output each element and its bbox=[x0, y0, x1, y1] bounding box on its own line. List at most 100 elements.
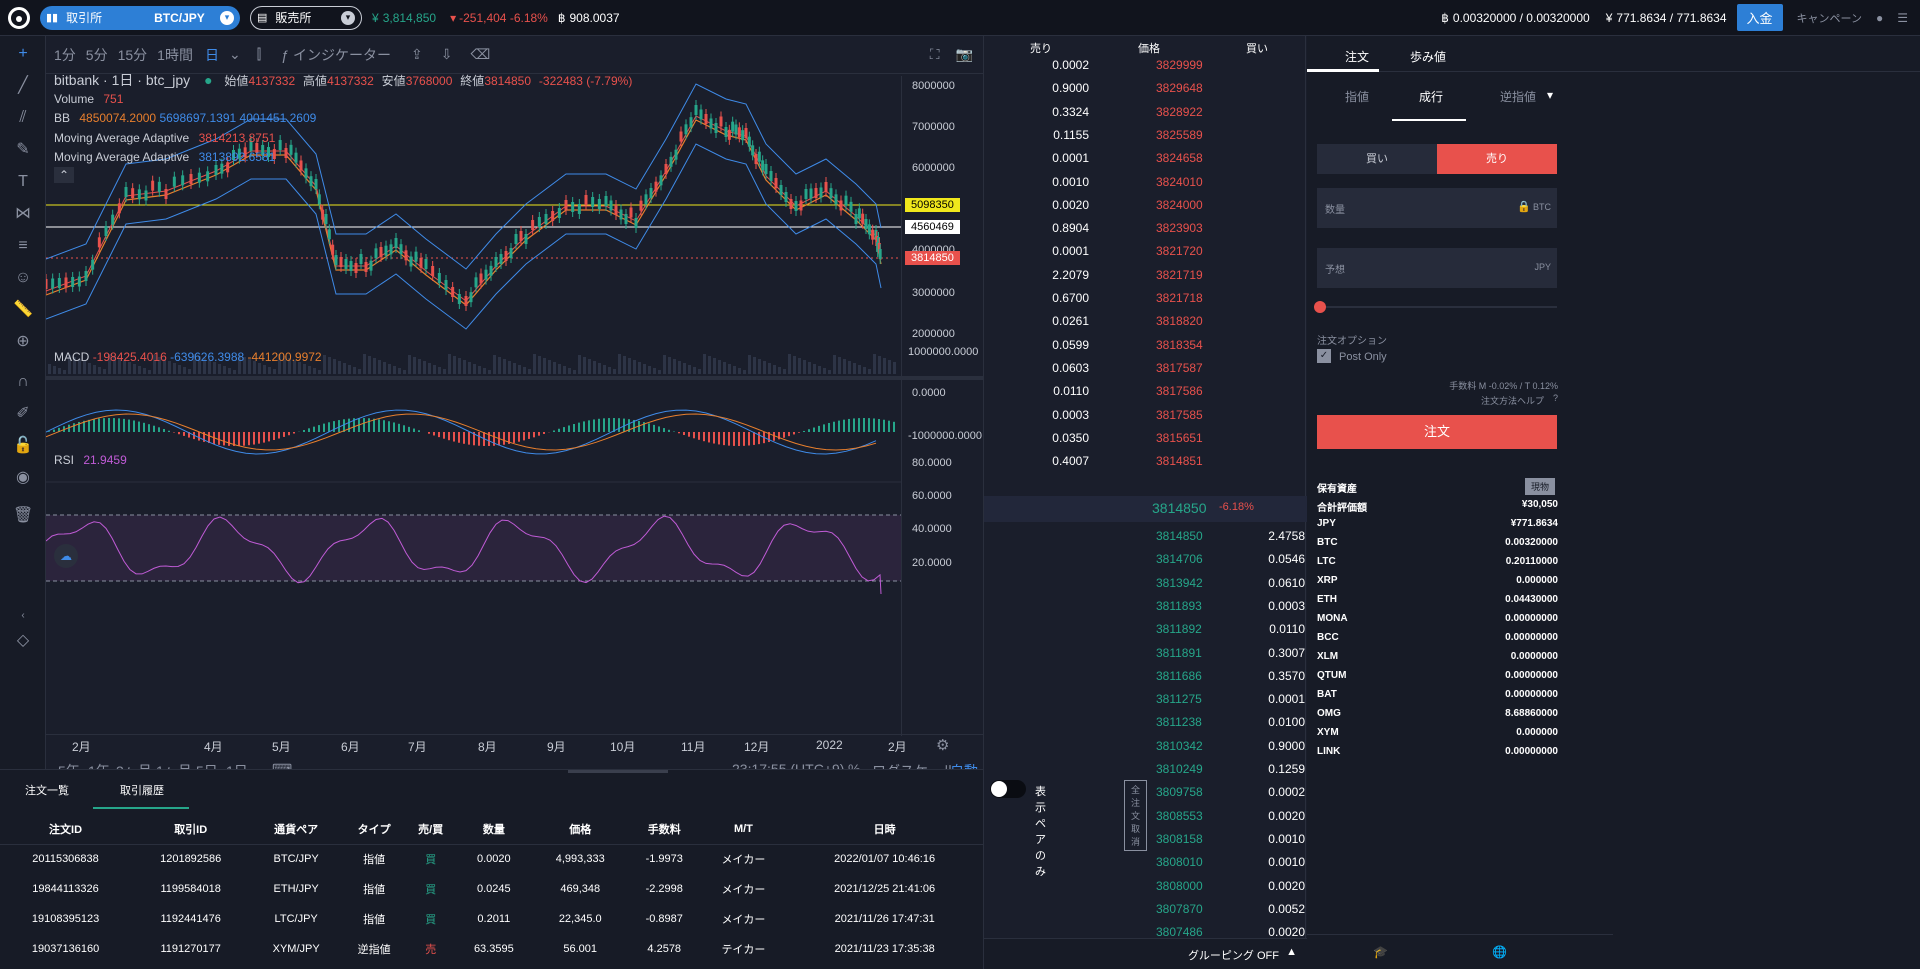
ask-row[interactable]: 0.4007 3814851 bbox=[984, 454, 1307, 477]
zoom-in-icon[interactable]: ⊕ bbox=[16, 333, 30, 350]
bid-row[interactable]: 3813942 0.0610 bbox=[984, 576, 1307, 599]
user-icon[interactable]: ● bbox=[1875, 10, 1884, 25]
layers-icon[interactable]: ◇ bbox=[16, 632, 30, 649]
estimate-field[interactable]: 予想 JPY bbox=[1317, 248, 1557, 288]
tab-orders[interactable]: 注文一覧 bbox=[25, 785, 69, 797]
post-only-checkbox[interactable]: ✓ bbox=[1317, 349, 1331, 363]
type-stop[interactable]: 逆指値 bbox=[1500, 90, 1537, 104]
ask-row[interactable]: 0.0010 3824010 bbox=[984, 175, 1307, 198]
pattern-icon[interactable]: ⋈ bbox=[15, 205, 31, 222]
deposit-button[interactable]: 入金 bbox=[1736, 4, 1783, 31]
collapse-legend-button[interactable]: ⌃ bbox=[54, 167, 74, 183]
globe-icon[interactable]: 🌐 bbox=[1492, 945, 1507, 959]
bid-row[interactable]: 3811275 0.0001 bbox=[984, 692, 1307, 715]
bid-row[interactable]: 3807870 0.0052 bbox=[984, 902, 1307, 925]
tab-history[interactable]: 取引履歴 bbox=[120, 785, 164, 797]
order-help-link[interactable]: 注文方法ヘルプ bbox=[1480, 396, 1544, 406]
menu-icon[interactable]: ☰ bbox=[1897, 10, 1908, 25]
crosshair-icon[interactable]: + bbox=[18, 45, 28, 62]
camera-icon[interactable]: 📷 bbox=[955, 46, 973, 62]
bid-row[interactable]: 3811893 0.0003 bbox=[984, 599, 1307, 622]
ask-row[interactable]: 0.3324 3828922 bbox=[984, 105, 1307, 128]
chevron-down-icon[interactable]: ⌄ bbox=[228, 46, 241, 62]
candle-type-icon[interactable]: ⫿ bbox=[256, 46, 262, 62]
collapse-arrow-icon[interactable]: ‹ bbox=[21, 610, 25, 621]
trend-line-icon[interactable]: ╱ bbox=[18, 77, 28, 94]
exchange-selector[interactable]: ▮▮ 取引所 BTC/JPY ▾ bbox=[40, 5, 240, 30]
ask-row[interactable]: 0.9000 3829648 bbox=[984, 81, 1307, 104]
interval-15m[interactable]: 15分 bbox=[117, 46, 148, 63]
amount-slider[interactable] bbox=[1314, 301, 1557, 313]
bid-row[interactable]: 3810342 0.9000 bbox=[984, 739, 1307, 762]
ask-row[interactable]: 0.0599 3818354 bbox=[984, 338, 1307, 361]
ask-row[interactable]: 0.0001 3821720 bbox=[984, 244, 1307, 267]
ask-row[interactable]: 0.0110 3817586 bbox=[984, 384, 1307, 407]
fib-icon[interactable]: ≡ bbox=[18, 237, 28, 254]
ask-row[interactable]: 0.0603 3817587 bbox=[984, 361, 1307, 384]
help-icon[interactable]: ? bbox=[1552, 393, 1558, 403]
type-market[interactable]: 成行 bbox=[1419, 90, 1444, 104]
campaign-link[interactable]: キャンペーン bbox=[1796, 12, 1862, 25]
bid-row[interactable]: 3811892 0.0110 bbox=[984, 622, 1307, 645]
upload-icon[interactable]: ⇪ bbox=[410, 46, 423, 62]
interval-1d[interactable]: 日 bbox=[204, 46, 219, 63]
history-row[interactable]: 19108395123 1192441476 LTC/JPY 指値 買 0.2011 22,… bbox=[0, 904, 983, 934]
school-icon[interactable]: 🎓 bbox=[1373, 945, 1388, 959]
interval-5m[interactable]: 5分 bbox=[85, 46, 108, 63]
bid-row[interactable]: 3814706 0.0546 bbox=[984, 552, 1307, 575]
caret-down-icon[interactable]: ▾ bbox=[1547, 88, 1554, 102]
sales-selector[interactable]: ▤ 販売所 ▾ bbox=[250, 5, 362, 30]
spot-badge[interactable]: 現物 bbox=[1525, 478, 1556, 495]
ask-row[interactable]: 2.2079 3821719 bbox=[984, 268, 1307, 291]
lock-icon[interactable]: 🔓 bbox=[13, 437, 33, 454]
text-icon[interactable]: T bbox=[18, 173, 28, 190]
bitbank-logo[interactable] bbox=[8, 6, 30, 29]
bid-row[interactable]: 3808000 0.0020 bbox=[984, 879, 1307, 902]
bid-row[interactable]: 3807486 0.0020 bbox=[984, 925, 1307, 939]
ask-row[interactable]: 0.0020 3824000 bbox=[984, 198, 1307, 221]
buy-button[interactable]: 買い bbox=[1317, 144, 1437, 174]
download-icon[interactable]: ⇩ bbox=[440, 46, 453, 62]
slider-handle[interactable] bbox=[1314, 301, 1326, 313]
eraser-icon[interactable]: ⌫ bbox=[470, 46, 491, 62]
cancel-all-button[interactable]: 全注文取消 bbox=[1124, 780, 1148, 851]
ask-row[interactable]: 0.0350 3815651 bbox=[984, 431, 1307, 454]
price-chart[interactable] bbox=[46, 74, 983, 734]
type-limit[interactable]: 指値 bbox=[1345, 90, 1370, 104]
trash-icon[interactable]: 🗑 bbox=[13, 507, 34, 524]
eye-icon[interactable]: ◉ bbox=[16, 469, 30, 486]
ask-row[interactable]: 0.8904 3823903 bbox=[984, 221, 1307, 244]
magnet-icon[interactable]: ∩ bbox=[17, 373, 29, 390]
bid-row[interactable]: 3814850 2.4758 bbox=[984, 529, 1307, 552]
bid-row[interactable]: 3808010 0.0010 bbox=[984, 855, 1307, 878]
bid-row[interactable]: 3808158 0.0010 bbox=[984, 832, 1307, 855]
bid-row[interactable]: 3811686 0.3570 bbox=[984, 669, 1307, 692]
resize-handle[interactable] bbox=[568, 770, 668, 773]
ask-row[interactable]: 0.0002 3829999 bbox=[984, 58, 1307, 81]
ask-row[interactable]: 0.0001 3824658 bbox=[984, 151, 1307, 174]
indicator-button[interactable]: インジケーター bbox=[292, 46, 391, 63]
fullscreen-icon[interactable]: ⛶ bbox=[929, 46, 940, 62]
interval-1h[interactable]: 1時間 bbox=[157, 46, 193, 63]
bid-row[interactable]: 3809758 0.0002 bbox=[984, 785, 1307, 808]
function-icon[interactable]: ƒ bbox=[281, 46, 289, 63]
quantity-field[interactable]: 数量 🔒 BTC bbox=[1317, 188, 1557, 228]
tab-walk[interactable]: 歩み値 bbox=[1410, 50, 1447, 64]
brush-icon[interactable]: ✎ bbox=[16, 141, 30, 158]
sell-button[interactable]: 売り bbox=[1437, 144, 1557, 174]
ask-row[interactable]: 0.0003 3817585 bbox=[984, 408, 1307, 431]
smiley-icon[interactable]: ☺ bbox=[14, 269, 32, 286]
ask-row[interactable]: 0.0261 3818820 bbox=[984, 314, 1307, 337]
history-row[interactable]: 19844113326 1199584018 ETH/JPY 指値 買 0.0245 469… bbox=[0, 874, 983, 904]
tab-order[interactable]: 注文 bbox=[1345, 50, 1370, 64]
pair-only-toggle[interactable] bbox=[990, 780, 1026, 798]
submit-order-button[interactable]: 注文 bbox=[1317, 415, 1557, 449]
ruler-icon[interactable]: 📏 bbox=[13, 301, 33, 318]
bid-row[interactable]: 3808553 0.0020 bbox=[984, 809, 1307, 832]
grouping-toggle[interactable]: グルーピング OFF ▲ bbox=[984, 938, 1307, 969]
tradingview-icon[interactable]: ☁ bbox=[54, 544, 78, 568]
bid-row[interactable]: 3810249 0.1259 bbox=[984, 762, 1307, 785]
ask-row[interactable]: 0.1155 3825589 bbox=[984, 128, 1307, 151]
history-row[interactable]: 20115306838 1201892586 BTC/JPY 指値 買 0.0020 4,9… bbox=[0, 844, 983, 874]
interval-1m[interactable]: 1分 bbox=[54, 46, 76, 63]
